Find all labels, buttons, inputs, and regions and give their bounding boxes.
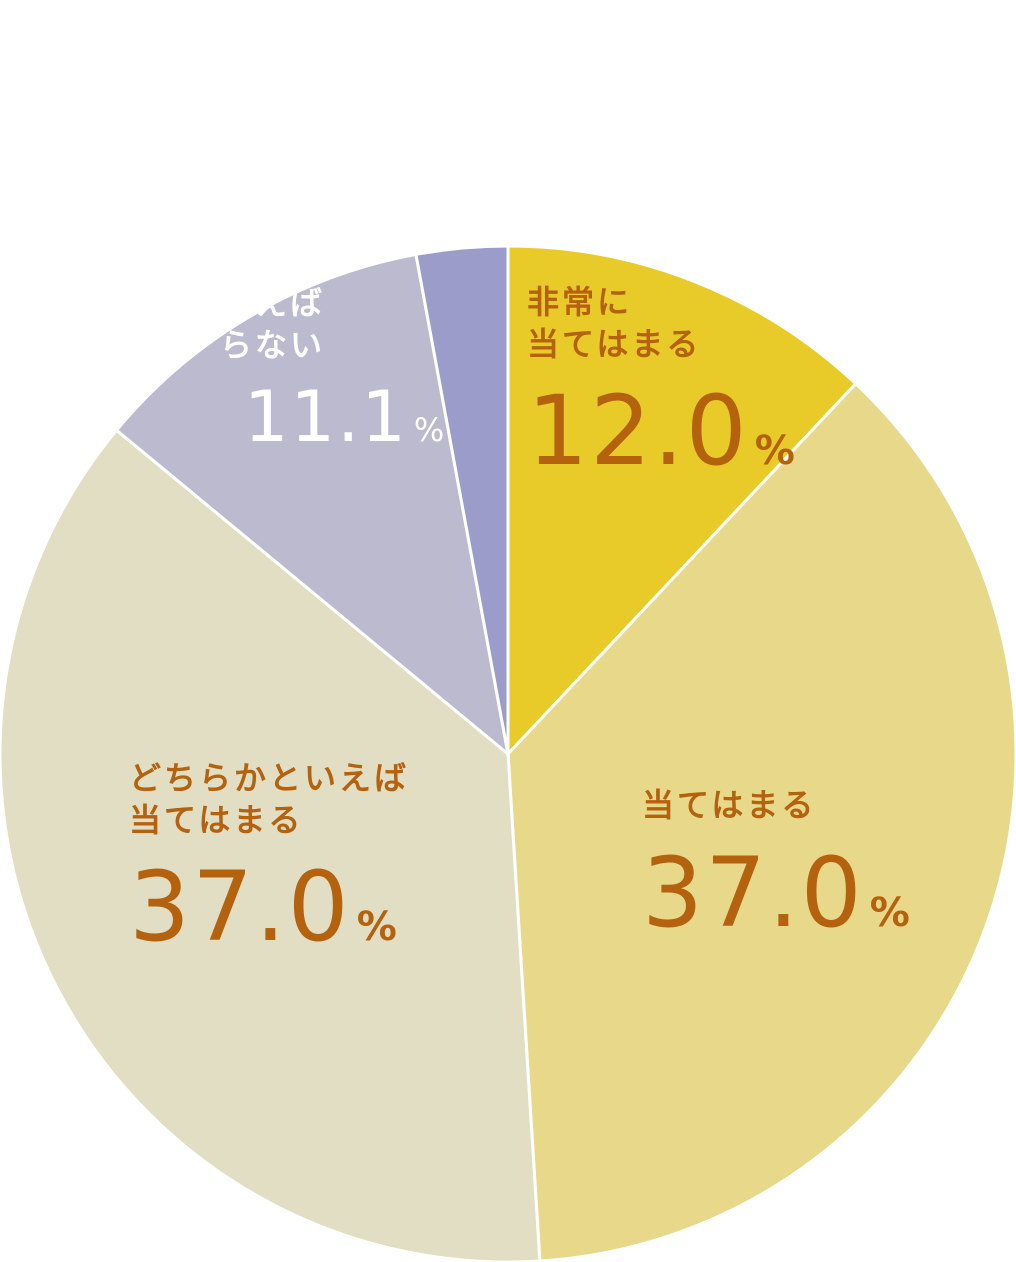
slice-name: どちらかといえば 当てはまる: [129, 759, 410, 839]
slice-name: えば らない: [219, 284, 325, 364]
pie-slice-2: [0, 428, 542, 1262]
pie-slice-4: [414, 244, 510, 755]
slice-unit: %: [356, 904, 397, 951]
slice-label-somewhat-applicable: どちらかといえば 当てはまる 37.0%: [129, 758, 409, 970]
pie-slice-0: [506, 244, 858, 758]
slice-value: 37.0: [642, 836, 864, 949]
slice-name: 当てはまる: [642, 786, 817, 824]
slice-unit: %: [869, 889, 910, 936]
slice-value: 37.0: [129, 851, 351, 964]
slice-name: 非常に 当てはまる: [527, 283, 702, 363]
pie-slice-3: [114, 252, 511, 758]
slice-value: 11.1: [244, 376, 408, 459]
slice-value: 12.0: [527, 375, 749, 488]
slice-unit: %: [754, 428, 795, 475]
slice-label-very-applicable: 非常に 当てはまる 12.0%: [527, 282, 795, 494]
pie-slice-1: [506, 381, 1016, 1262]
slice-unit: %: [413, 411, 445, 450]
slice-label-applicable: 当てはまる 37.0%: [642, 785, 910, 955]
slice-label-somewhat-not-applicable: えば らない 11.1%: [180, 283, 444, 463]
